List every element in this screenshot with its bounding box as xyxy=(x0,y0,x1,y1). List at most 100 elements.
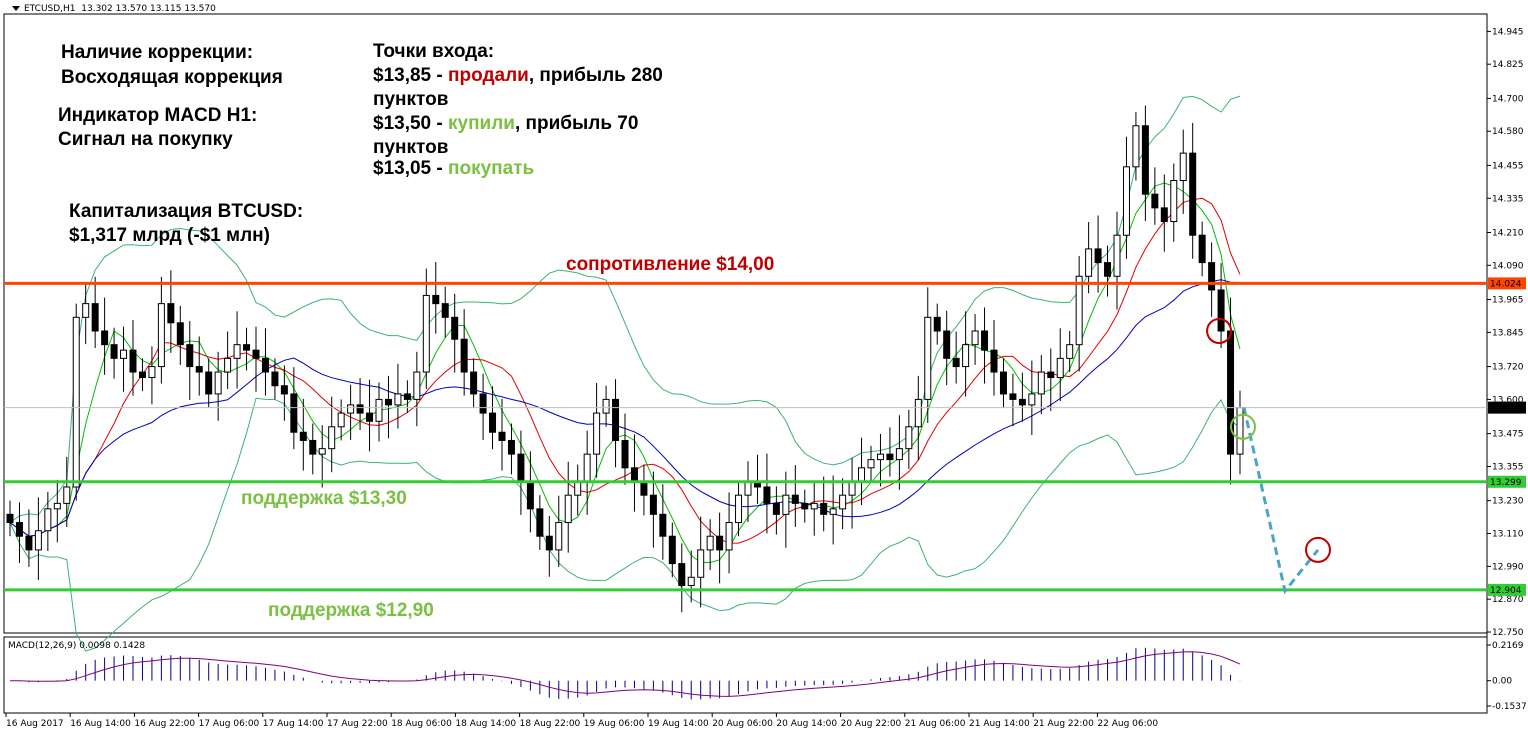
bullish-candle xyxy=(697,549,705,578)
bearish-candle xyxy=(545,535,553,551)
price-tick-label: 13.110 xyxy=(1492,529,1524,539)
bullish-candle xyxy=(867,459,875,469)
bearish-candle xyxy=(470,371,478,395)
bearish-candle xyxy=(366,412,374,422)
bullish-candle xyxy=(120,349,128,359)
correction-value: Восходящая коррекция xyxy=(61,67,283,88)
price-tick-label: 13.845 xyxy=(1492,328,1524,338)
price-tick-label: 14.210 xyxy=(1492,228,1524,238)
bullish-candle xyxy=(394,393,402,406)
bearish-candle xyxy=(384,398,392,406)
entry2-rest: , прибыль 70 xyxy=(514,113,639,134)
bearish-candle xyxy=(990,349,998,373)
resistance-price-tag xyxy=(1488,277,1526,290)
bearish-candle xyxy=(167,303,175,324)
bullish-candle xyxy=(1122,166,1130,236)
chart-menu-triangle-icon[interactable] xyxy=(12,6,20,11)
price-tick-label: 12.750 xyxy=(1492,628,1524,638)
price-tick-label: 13.600 xyxy=(1492,395,1524,405)
time-tick-label: 21 Aug 22:00 xyxy=(1033,719,1094,729)
bullish-candle xyxy=(735,494,743,524)
bullish-candle xyxy=(706,535,714,551)
bearish-candle xyxy=(460,338,468,373)
resistance-price-tag-label: 14.024 xyxy=(1490,279,1522,289)
price-tick-label: 14.825 xyxy=(1492,60,1524,70)
price-tick-label: 14.945 xyxy=(1492,27,1524,37)
time-tick-label: 20 Aug 14:00 xyxy=(776,719,837,729)
bullish-candle xyxy=(593,412,601,455)
time-tick-label: 19 Aug 06:00 xyxy=(584,719,645,729)
time-tick-label: 17 Aug 14:00 xyxy=(263,719,324,729)
bullish-candle xyxy=(555,522,563,551)
bullish-candle xyxy=(53,502,61,510)
macd-tick-label: 0.2169 xyxy=(1492,641,1524,651)
ohlc-label: 13.302 13.570 13.115 13.570 xyxy=(81,4,216,14)
bullish-candle xyxy=(1113,234,1121,277)
bullish-candle xyxy=(1179,152,1187,182)
forecast-dashed-line xyxy=(1242,407,1320,595)
bearish-candle xyxy=(507,439,515,455)
time-tick-label: 20 Aug 22:00 xyxy=(841,719,902,729)
bullish-candle xyxy=(1075,275,1083,346)
capitalization-value: $1,317 млрд (-$1 млн) xyxy=(69,225,270,246)
time-tick-label: 17 Aug 22:00 xyxy=(327,719,388,729)
price-tick-label: 13.720 xyxy=(1492,363,1524,373)
bearish-candle xyxy=(943,330,951,359)
bearish-candle xyxy=(1208,262,1216,291)
price-tick-label: 13.355 xyxy=(1492,462,1524,472)
bearish-candle xyxy=(280,385,288,395)
macd-pane-frame xyxy=(3,636,1488,714)
bullish-candle xyxy=(782,494,790,515)
bullish-candle xyxy=(44,508,52,532)
bearish-candle xyxy=(1198,234,1206,264)
bullish-candle xyxy=(810,502,818,510)
target-buy-circle xyxy=(1305,536,1331,563)
bullish-candle xyxy=(839,494,847,510)
bullish-candle xyxy=(895,448,903,461)
bullish-candle xyxy=(413,371,421,400)
time-tick-label: 21 Aug 06:00 xyxy=(905,719,966,729)
bearish-candle xyxy=(186,344,194,368)
forecast-path[interactable] xyxy=(1242,407,1320,595)
bearish-candle xyxy=(252,349,260,359)
horizontal-levels[interactable]: 14.024 13.299 12.904 13.570 xyxy=(4,277,1526,596)
bearish-candle xyxy=(1151,193,1159,209)
bearish-candle xyxy=(6,513,14,524)
bullish-candle xyxy=(914,398,922,428)
capitalization-title: Капитализация BTCUSD: xyxy=(69,201,304,222)
entry1-rest: , прибыль 280 xyxy=(528,65,663,86)
bearish-candle xyxy=(138,371,146,379)
bearish-candle xyxy=(517,453,525,482)
support-price-tag-label: 13.299 xyxy=(1490,478,1522,488)
macd-indicator-title: Индикатор MACD H1: xyxy=(58,105,258,126)
macd-indicator xyxy=(9,647,1241,700)
bullish-candle xyxy=(687,576,695,586)
bearish-candle xyxy=(1009,393,1017,400)
bullish-candle xyxy=(1132,125,1140,168)
bearish-candle xyxy=(536,508,544,537)
price-axis: 14.945 14.825 14.700 14.580 14.455 14.335 14.2… xyxy=(1487,27,1524,638)
bearish-candle xyxy=(886,453,894,461)
bearish-candle xyxy=(772,502,780,515)
bullish-candle xyxy=(347,404,355,414)
bullish-candle xyxy=(744,481,752,496)
bullish-candle xyxy=(876,453,884,461)
entry-points-title: Точки входа: xyxy=(373,41,495,62)
entry-markers[interactable] xyxy=(1206,318,1331,563)
bollinger-upper-line xyxy=(9,95,1241,523)
bearish-candle xyxy=(659,513,667,537)
bullish-candle xyxy=(725,522,733,551)
bullish-candle xyxy=(924,316,932,400)
entry-line-1: $13,85 - продали, прибыль 280 xyxy=(373,63,663,88)
bearish-candle xyxy=(1018,398,1026,406)
sell-entry-circle xyxy=(1206,318,1233,344)
bearish-candle xyxy=(25,535,33,551)
bullish-candle xyxy=(564,494,572,524)
macd-signal-line xyxy=(9,651,1241,697)
entry3-price: $13,05 - xyxy=(373,158,448,179)
bearish-candle xyxy=(432,294,440,305)
time-tick-label: 16 Aug 2017 xyxy=(6,719,64,729)
entry3-action: покупать xyxy=(448,158,535,179)
bullish-candle xyxy=(422,294,430,373)
